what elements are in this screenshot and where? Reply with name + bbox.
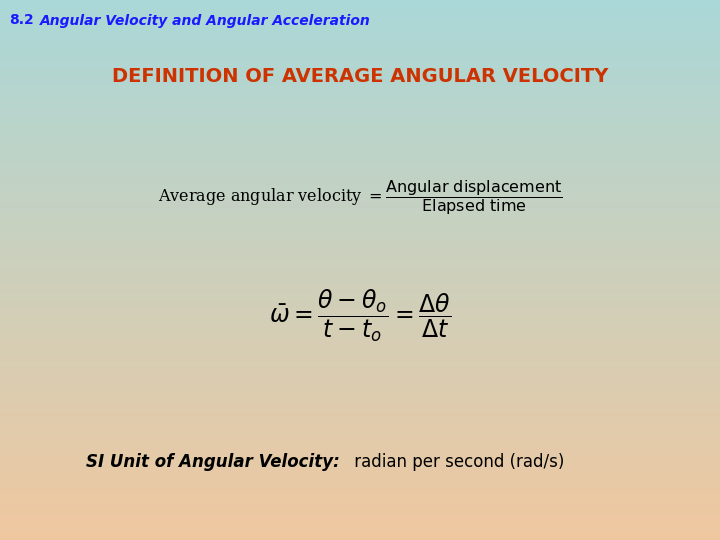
Text: SI Unit of Angular Velocity:: SI Unit of Angular Velocity: bbox=[86, 453, 340, 471]
Text: Average angular velocity $= \dfrac{\mathrm{Angular\ displacement}}{\mathrm{Elaps: Average angular velocity $= \dfrac{\math… bbox=[158, 178, 562, 217]
Text: Angular Velocity and Angular Acceleration: Angular Velocity and Angular Acceleratio… bbox=[40, 14, 370, 28]
Text: 8.2: 8.2 bbox=[9, 14, 33, 28]
Text: radian per second (rad/s): radian per second (rad/s) bbox=[349, 453, 564, 471]
Text: DEFINITION OF AVERAGE ANGULAR VELOCITY: DEFINITION OF AVERAGE ANGULAR VELOCITY bbox=[112, 68, 608, 86]
Text: $\bar{\omega} = \dfrac{\theta - \theta_o}{t - t_o} = \dfrac{\Delta\theta}{\Delta: $\bar{\omega} = \dfrac{\theta - \theta_o… bbox=[269, 287, 451, 345]
